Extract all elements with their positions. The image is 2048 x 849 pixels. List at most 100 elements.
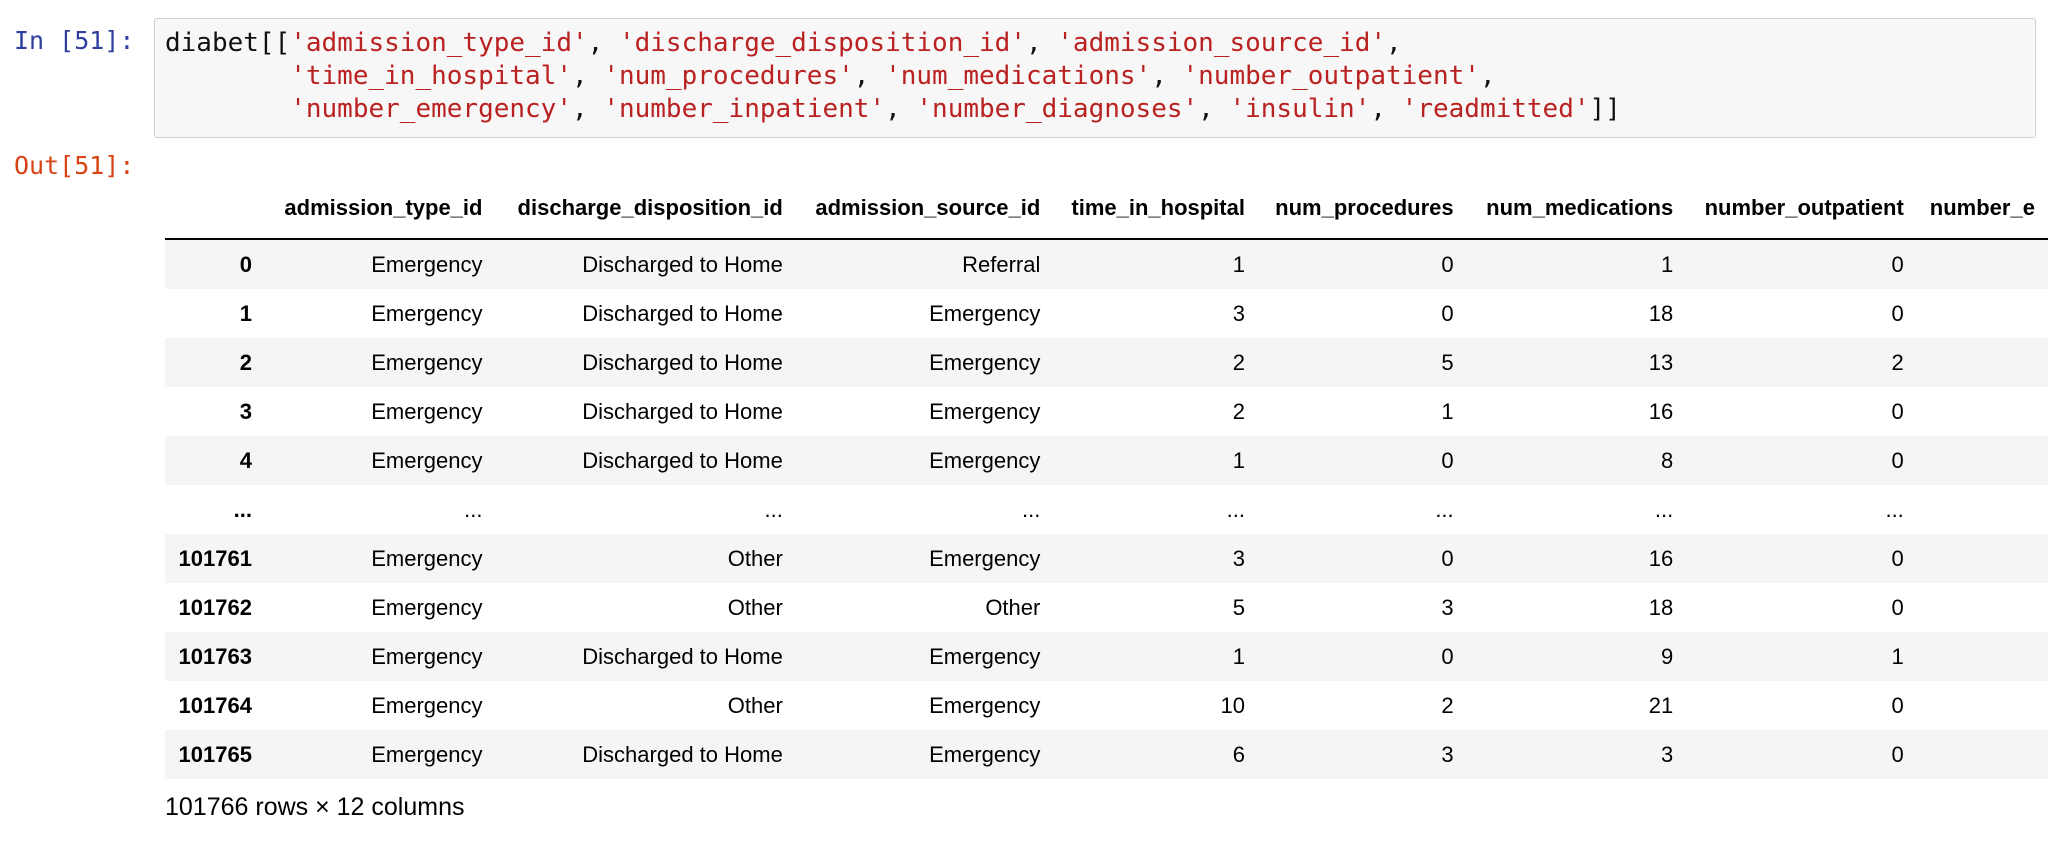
- table-cell: 16: [1648, 398, 1674, 424]
- row-index: 101763: [178, 643, 252, 669]
- table-cell: ...: [1435, 496, 1454, 522]
- table-cell: 1: [1441, 398, 1454, 424]
- table-cell: 0: [1441, 545, 1454, 571]
- table-row: 101762 Emergency Other Other 5 3 18 0: [165, 583, 2048, 632]
- table-body: 0 Emergency Discharged to Home Referral 1 0 1 0…: [165, 239, 2048, 779]
- table-cell: Referral: [962, 251, 1041, 277]
- table-cell: Discharged to Home: [582, 300, 783, 326]
- table-wrapper: admission_type_id discharge_disposition_i…: [165, 178, 2048, 779]
- table-cell: 0: [1891, 447, 1904, 473]
- table-cell: ...: [464, 496, 483, 522]
- table-cell: [1917, 338, 2048, 387]
- row-index: 0: [239, 251, 252, 277]
- table-cell: Emergency: [371, 251, 483, 277]
- table-cell: 0: [1891, 692, 1904, 718]
- table-cell: Emergency: [929, 692, 1041, 718]
- table-cell: Discharged to Home: [582, 643, 783, 669]
- table-cell: Emergency: [371, 398, 483, 424]
- table-cell: ...: [1654, 496, 1674, 522]
- table-cell: 3: [1232, 300, 1245, 326]
- table-cell: Other: [985, 594, 1041, 620]
- table-cell: Emergency: [371, 594, 483, 620]
- code-token: 'number_outpatient': [1182, 61, 1480, 91]
- table-cell: 2: [1232, 349, 1245, 375]
- output-prompt: Out[51]:: [14, 151, 135, 180]
- code-token: 'discharge_disposition_id': [618, 28, 1026, 58]
- code-token: 'time_in_hospital': [165, 61, 572, 91]
- table-cell: 18: [1648, 594, 1674, 620]
- table-cell: 1: [1232, 251, 1245, 277]
- table-cell: Emergency: [371, 447, 483, 473]
- row-index: 4: [239, 447, 252, 473]
- table-cell: Discharged to Home: [582, 251, 783, 277]
- table-cell: 1: [1232, 643, 1245, 669]
- table-cell: 0: [1891, 594, 1904, 620]
- code-token: ,: [885, 94, 917, 124]
- table-row: 4 Emergency Discharged to Home Emergency 1 0 8…: [165, 436, 2048, 485]
- table-cell: ...: [1885, 496, 1904, 522]
- code-token: 'number_diagnoses': [916, 94, 1199, 124]
- table-cell: 2: [1891, 349, 1904, 375]
- table-row: 101761 Emergency Other Emergency 3 0 16 0: [165, 534, 2048, 583]
- table-cell: [1917, 681, 2048, 730]
- table-cell: 2: [1232, 398, 1245, 424]
- table-cell: [1917, 485, 2048, 534]
- table-cell: Emergency: [929, 643, 1041, 669]
- table-row: 2 Emergency Discharged to Home Emergency 2 5 1…: [165, 338, 2048, 387]
- code-token: ,: [1370, 94, 1402, 124]
- table-cell: 3: [1441, 594, 1454, 620]
- table-cell: 16: [1648, 545, 1674, 571]
- code-token: 'num_procedures': [603, 61, 854, 91]
- column-header: admission_type_id: [264, 178, 496, 240]
- table-cell: Emergency: [371, 349, 483, 375]
- column-header: num_medications: [1466, 178, 1687, 240]
- table-cell: Other: [727, 594, 783, 620]
- header-row: admission_type_id discharge_disposition_i…: [165, 178, 2048, 240]
- table-cell: 0: [1441, 447, 1454, 473]
- row-index: 3: [239, 398, 252, 424]
- table-cell: Discharged to Home: [582, 349, 783, 375]
- table-cell: Emergency: [371, 741, 483, 767]
- table-cell: 0: [1891, 398, 1904, 424]
- code-line: 'number_emergency', 'number_inpatient', …: [165, 93, 2025, 126]
- table-cell: 3: [1441, 741, 1454, 767]
- table-cell: 18: [1648, 300, 1674, 326]
- table-cell: 0: [1441, 300, 1454, 326]
- table-row: 0 Emergency Discharged to Home Referral 1 0 1 0: [165, 239, 2048, 289]
- table-cell: 1: [1232, 447, 1245, 473]
- code-token: ,: [1198, 94, 1230, 124]
- code-token: ,: [1151, 61, 1183, 91]
- table-row: 101763 Emergency Discharged to Home Emergen…: [165, 632, 2048, 681]
- code-token: 'admission_type_id': [290, 28, 588, 58]
- code-token: 'num_medications': [885, 61, 1152, 91]
- table-cell: ...: [1226, 496, 1245, 522]
- code-token: ,: [1025, 28, 1058, 58]
- row-index: 2: [239, 349, 252, 375]
- table-row: 101765 Emergency Discharged to Home Emergen…: [165, 730, 2048, 779]
- table-cell: Emergency: [371, 545, 483, 571]
- code-token: 'insulin': [1229, 94, 1371, 124]
- table-cell: Emergency: [371, 300, 483, 326]
- index-header: [165, 178, 265, 240]
- table-row: 3 Emergency Discharged to Home Emergency 2 1 1…: [165, 387, 2048, 436]
- table-cell: [1917, 436, 2048, 485]
- table-cell: 0: [1891, 300, 1904, 326]
- table-cell: [1917, 239, 2048, 289]
- table-cell: 0: [1441, 251, 1454, 277]
- row-index: 101764: [178, 692, 252, 718]
- table-cell: [1917, 534, 2048, 583]
- table-cell: Discharged to Home: [582, 447, 783, 473]
- table-cell: Emergency: [371, 643, 483, 669]
- code-cell[interactable]: diabet[['admission_type_id', 'discharge_…: [154, 18, 2036, 138]
- code-token: ,: [572, 94, 604, 124]
- row-index: ...: [233, 496, 252, 522]
- table-cell: ...: [764, 496, 783, 522]
- code-line: 'time_in_hospital', 'num_procedures', 'n…: [165, 60, 2025, 93]
- input-prompt: In [51]:: [14, 26, 135, 55]
- code-token: ,: [1386, 28, 1402, 58]
- code-line: diabet[['admission_type_id', 'discharge_…: [165, 27, 2025, 60]
- table-cell: Emergency: [929, 300, 1041, 326]
- table-cell: 0: [1891, 545, 1904, 571]
- table-cell: ...: [1022, 496, 1041, 522]
